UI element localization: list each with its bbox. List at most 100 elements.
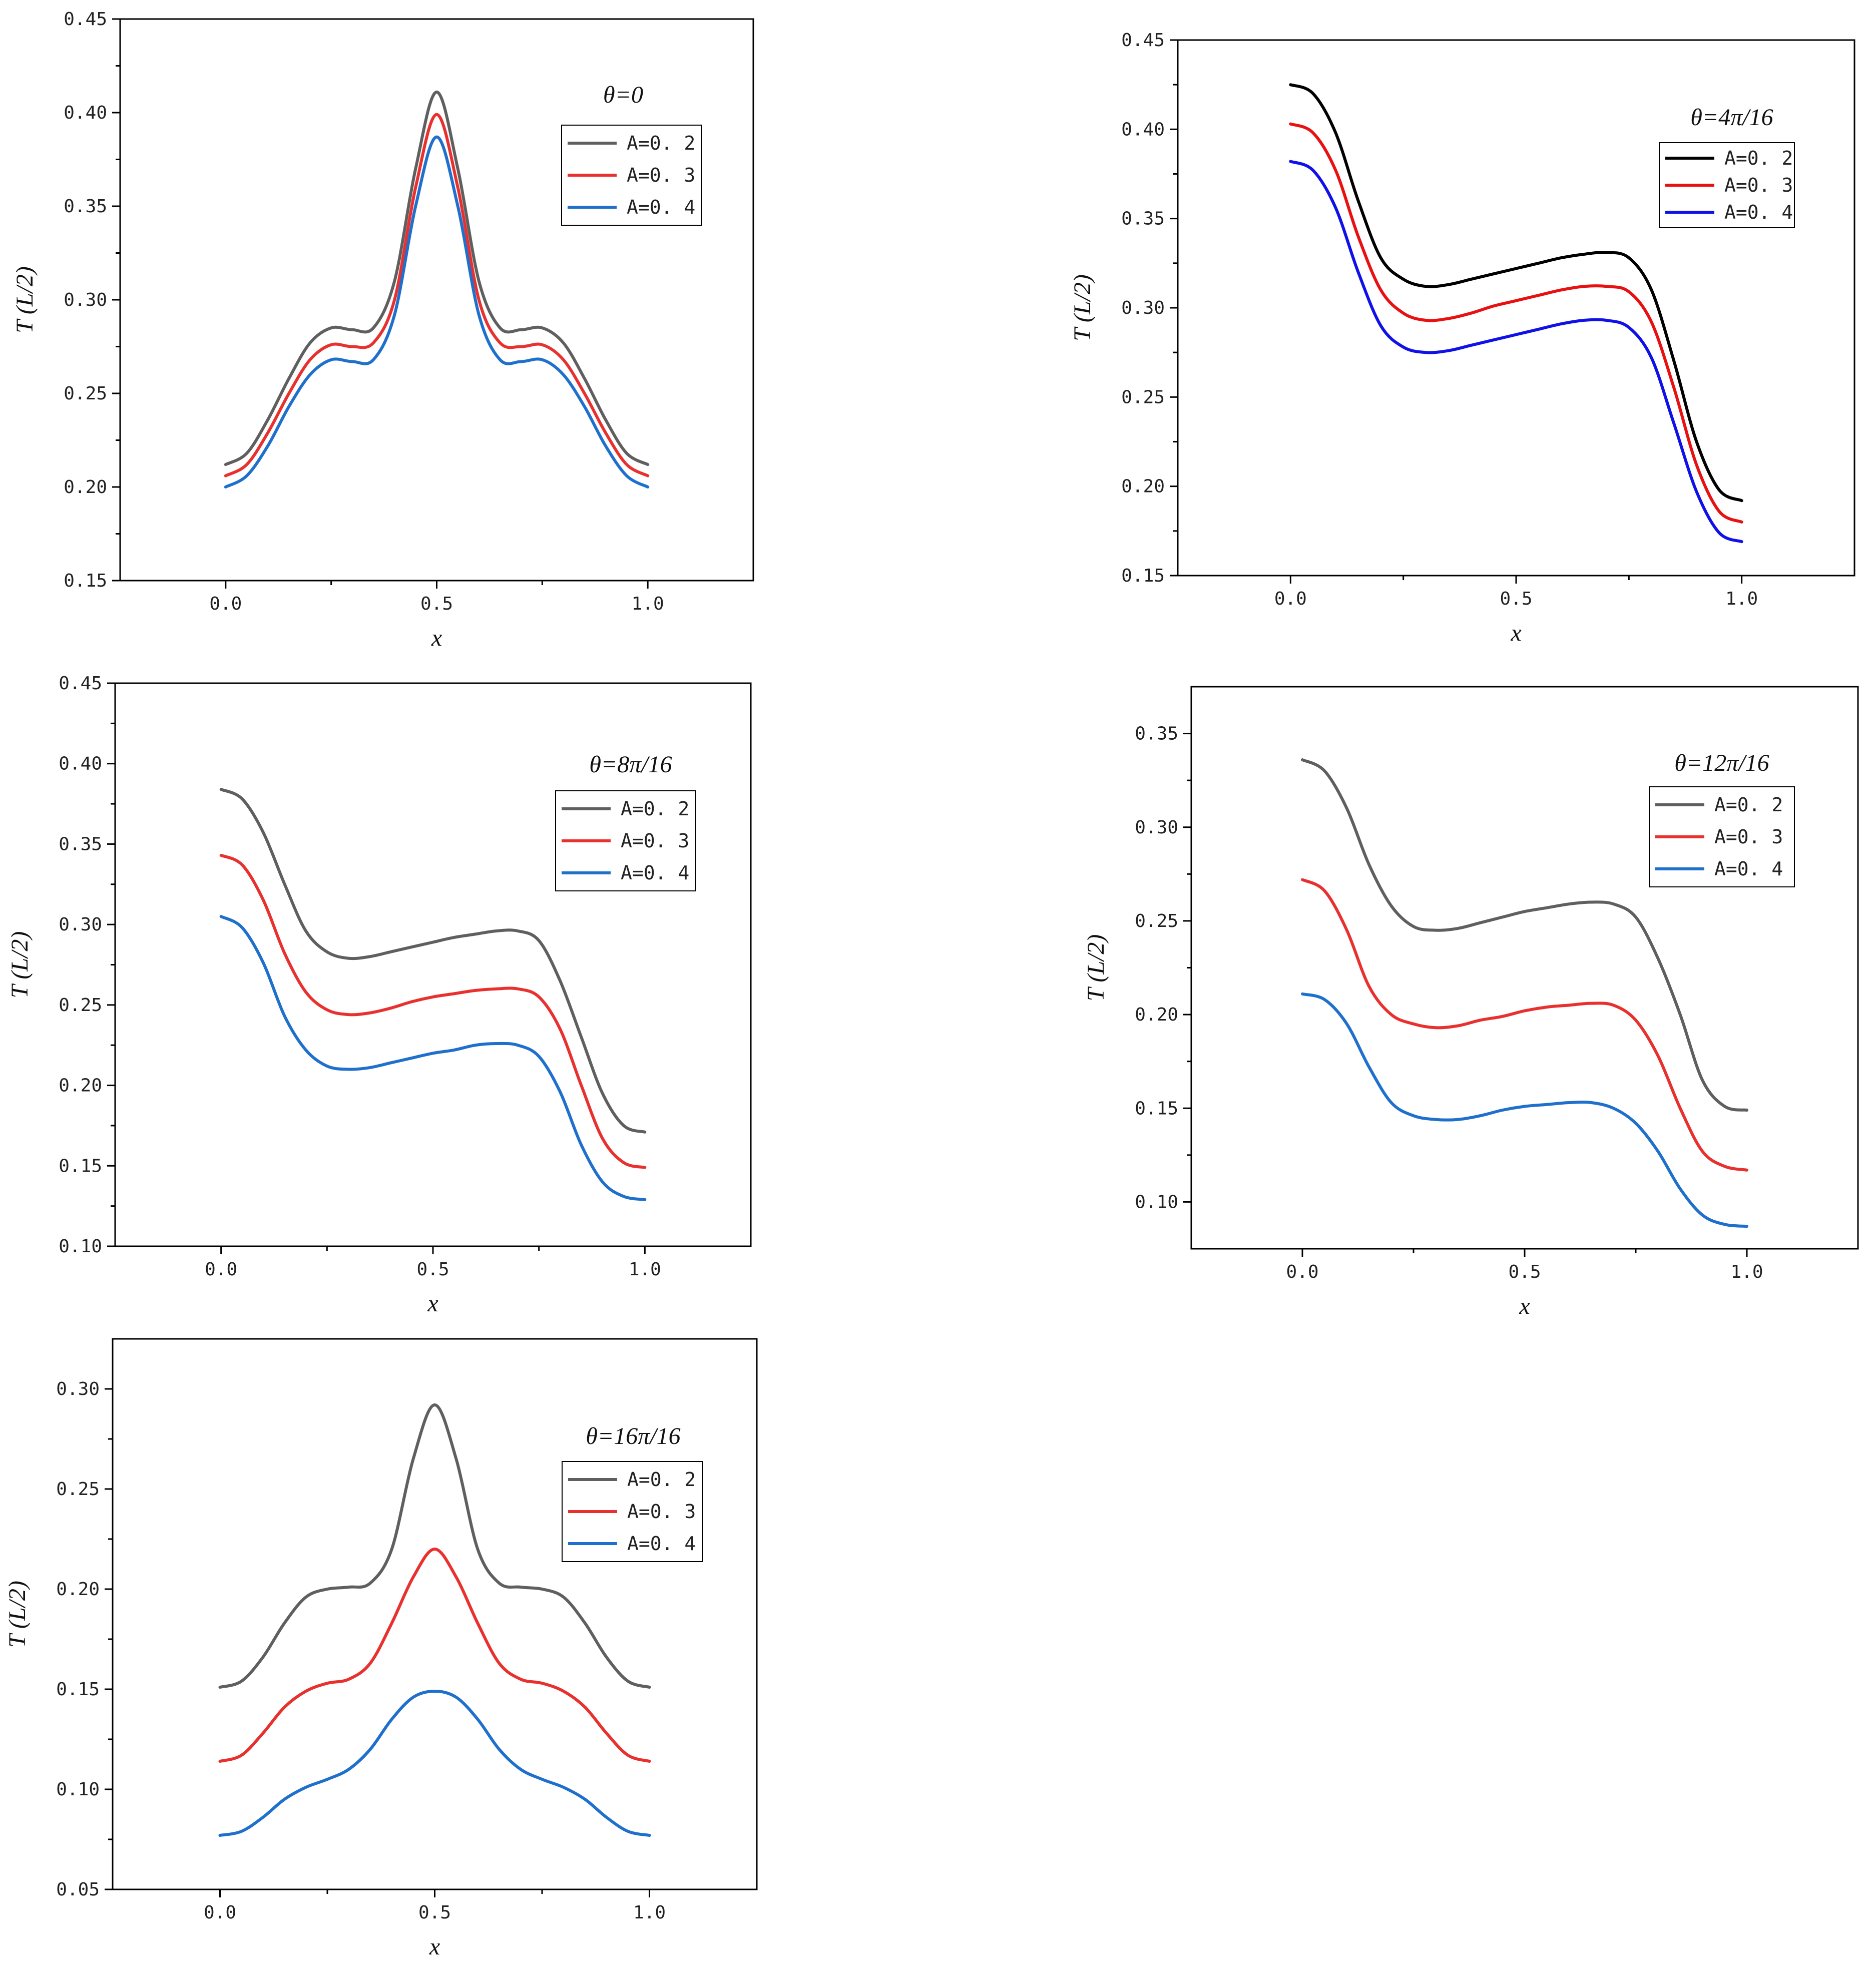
- x-tick-label: 1.0: [629, 1259, 661, 1280]
- legend-label: A=0. 2: [621, 798, 689, 820]
- series-line-a03: [1301, 878, 1748, 1172]
- y-axis-label: T (L/2): [4, 1581, 31, 1648]
- panel-title: θ=0: [603, 82, 643, 108]
- x-tick-label: 0.5: [1508, 1262, 1541, 1282]
- y-tick-label: 0.25: [59, 995, 102, 1016]
- series-line-a03: [219, 853, 647, 1169]
- legend-label: A=0. 4: [627, 1533, 696, 1555]
- y-tick-label: 0.30: [1121, 298, 1165, 318]
- legend-label: A=0. 3: [1714, 826, 1783, 848]
- y-tick-label: 0.40: [59, 754, 102, 774]
- y-tick-label: 0.35: [1121, 209, 1165, 229]
- x-axis-label: x: [429, 1933, 440, 1960]
- legend-label: A=0. 2: [1714, 794, 1783, 816]
- x-tick-label: 1.0: [633, 1902, 666, 1923]
- chart-panel-3: 0.0 0.5 1.0 0.10 0.15 0.20 0.25 0.30 0.35 0.40 0.4…: [7, 673, 752, 1317]
- series-line-a02: [219, 788, 647, 1134]
- chart-panel-5: 0.0 0.5 1.0 0.05 0.10 0.15 0.20 0.25 0.30 x T (L/2…: [4, 1338, 758, 1960]
- series-line-a03: [1289, 122, 1743, 524]
- y-tick-label: 0.35: [59, 834, 102, 854]
- series-line-a02: [1301, 758, 1748, 1112]
- x-axis-label: x: [1510, 620, 1521, 646]
- y-tick-label: 0.20: [1135, 1005, 1178, 1025]
- y-tick-label: 0.35: [1135, 724, 1178, 744]
- legend-label: A=0. 3: [627, 1501, 696, 1523]
- y-tick-label: 0.20: [64, 477, 107, 498]
- y-tick-label: 0.45: [1121, 30, 1165, 51]
- y-tick-label: 0.20: [1121, 476, 1165, 497]
- x-tick-label: 0.5: [416, 1259, 449, 1280]
- x-tick-label: 0.0: [205, 1259, 237, 1280]
- panel-title: θ=16π/16: [586, 1423, 680, 1449]
- y-tick-label: 0.30: [59, 914, 102, 935]
- legend-label: A=0. 3: [1724, 174, 1793, 196]
- plot-frame: [112, 1338, 758, 1890]
- x-axis-label: x: [431, 625, 442, 651]
- legend-label: A=0. 2: [627, 132, 695, 154]
- y-tick-label: 0.10: [1135, 1192, 1178, 1212]
- y-tick-label: 0.30: [1135, 817, 1178, 838]
- y-tick-label: 0.15: [1135, 1098, 1178, 1119]
- y-axis-label: T (L/2): [1083, 934, 1109, 1002]
- panel-title: θ=4π/16: [1690, 104, 1773, 131]
- y-tick-label: 0.15: [56, 1679, 100, 1700]
- y-tick-label: 0.45: [64, 9, 107, 30]
- y-tick-label: 0.10: [56, 1779, 100, 1800]
- x-tick-label: 0.5: [420, 594, 453, 614]
- y-tick-label: 0.15: [1121, 566, 1165, 586]
- y-tick-label: 0.10: [59, 1236, 102, 1257]
- plot-frame: [119, 18, 754, 582]
- y-tick-label: 0.05: [56, 1879, 100, 1900]
- series-line-a02: [1289, 83, 1743, 503]
- y-tick-label: 0.25: [56, 1479, 100, 1500]
- x-axis-label: x: [1519, 1293, 1530, 1319]
- legend-label: A=0. 4: [1714, 858, 1783, 880]
- legend-label: A=0. 4: [621, 862, 689, 884]
- panel-title: θ=8π/16: [589, 751, 672, 778]
- x-tick-label: 0.5: [1500, 589, 1532, 609]
- y-tick-label: 0.15: [64, 571, 107, 591]
- series-line-a03: [224, 113, 650, 477]
- series-line-a04: [1289, 160, 1743, 544]
- y-tick-label: 0.15: [59, 1156, 102, 1176]
- legend-label: A=0. 4: [1724, 201, 1793, 223]
- series-line-a04: [219, 915, 647, 1201]
- x-tick-label: 0.0: [1286, 1262, 1318, 1282]
- y-tick-label: 0.30: [56, 1379, 100, 1399]
- x-axis-label: x: [427, 1290, 438, 1317]
- y-axis-label: T (L/2): [12, 266, 38, 333]
- series-line-a04: [218, 1690, 651, 1837]
- legend-label: A=0. 2: [1724, 147, 1793, 169]
- legend-label: A=0. 4: [627, 196, 695, 218]
- series-line-a04: [1301, 992, 1748, 1228]
- series-line-a03: [218, 1548, 651, 1763]
- x-tick-label: 0.5: [418, 1902, 451, 1923]
- x-tick-label: 0.0: [204, 1902, 236, 1923]
- series-line-a02: [218, 1403, 651, 1689]
- y-tick-label: 0.25: [64, 383, 107, 404]
- x-tick-label: 1.0: [1730, 1262, 1763, 1282]
- legend-label: A=0. 2: [627, 1468, 696, 1491]
- chart-panel-4: 0.0 0.5 1.0 0.10 0.15 0.20 0.25 0.30 0.35 x T (L/2…: [1083, 686, 1859, 1319]
- legend-label: A=0. 3: [621, 830, 689, 852]
- y-axis-label: T (L/2): [7, 931, 33, 999]
- y-tick-label: 0.30: [64, 290, 107, 310]
- y-tick-label: 0.20: [59, 1076, 102, 1096]
- legend-label: A=0. 3: [627, 164, 695, 186]
- y-tick-label: 0.25: [1121, 387, 1165, 407]
- x-tick-label: 1.0: [1725, 589, 1758, 609]
- y-tick-label: 0.40: [64, 103, 107, 123]
- y-tick-label: 0.20: [56, 1579, 100, 1600]
- x-tick-label: 0.0: [209, 594, 242, 614]
- x-tick-label: 0.0: [1274, 589, 1307, 609]
- chart-panel-1: 0.0 0.5 1.0 0.15 0.20 0.25 0.30 0.35 0.40 0.45 x T …: [12, 9, 754, 651]
- x-tick-label: 1.0: [632, 594, 664, 614]
- chart-panel-2: 0.0 0.5 1.0 0.15 0.20 0.25 0.30 0.35 0.40 0.45 x T …: [1069, 30, 1855, 646]
- y-tick-label: 0.45: [59, 673, 102, 694]
- series-line-a02: [224, 90, 650, 466]
- y-axis-label: T (L/2): [1069, 274, 1096, 341]
- y-tick-label: 0.25: [1135, 911, 1178, 931]
- y-tick-label: 0.40: [1121, 119, 1165, 140]
- y-tick-label: 0.35: [64, 196, 107, 217]
